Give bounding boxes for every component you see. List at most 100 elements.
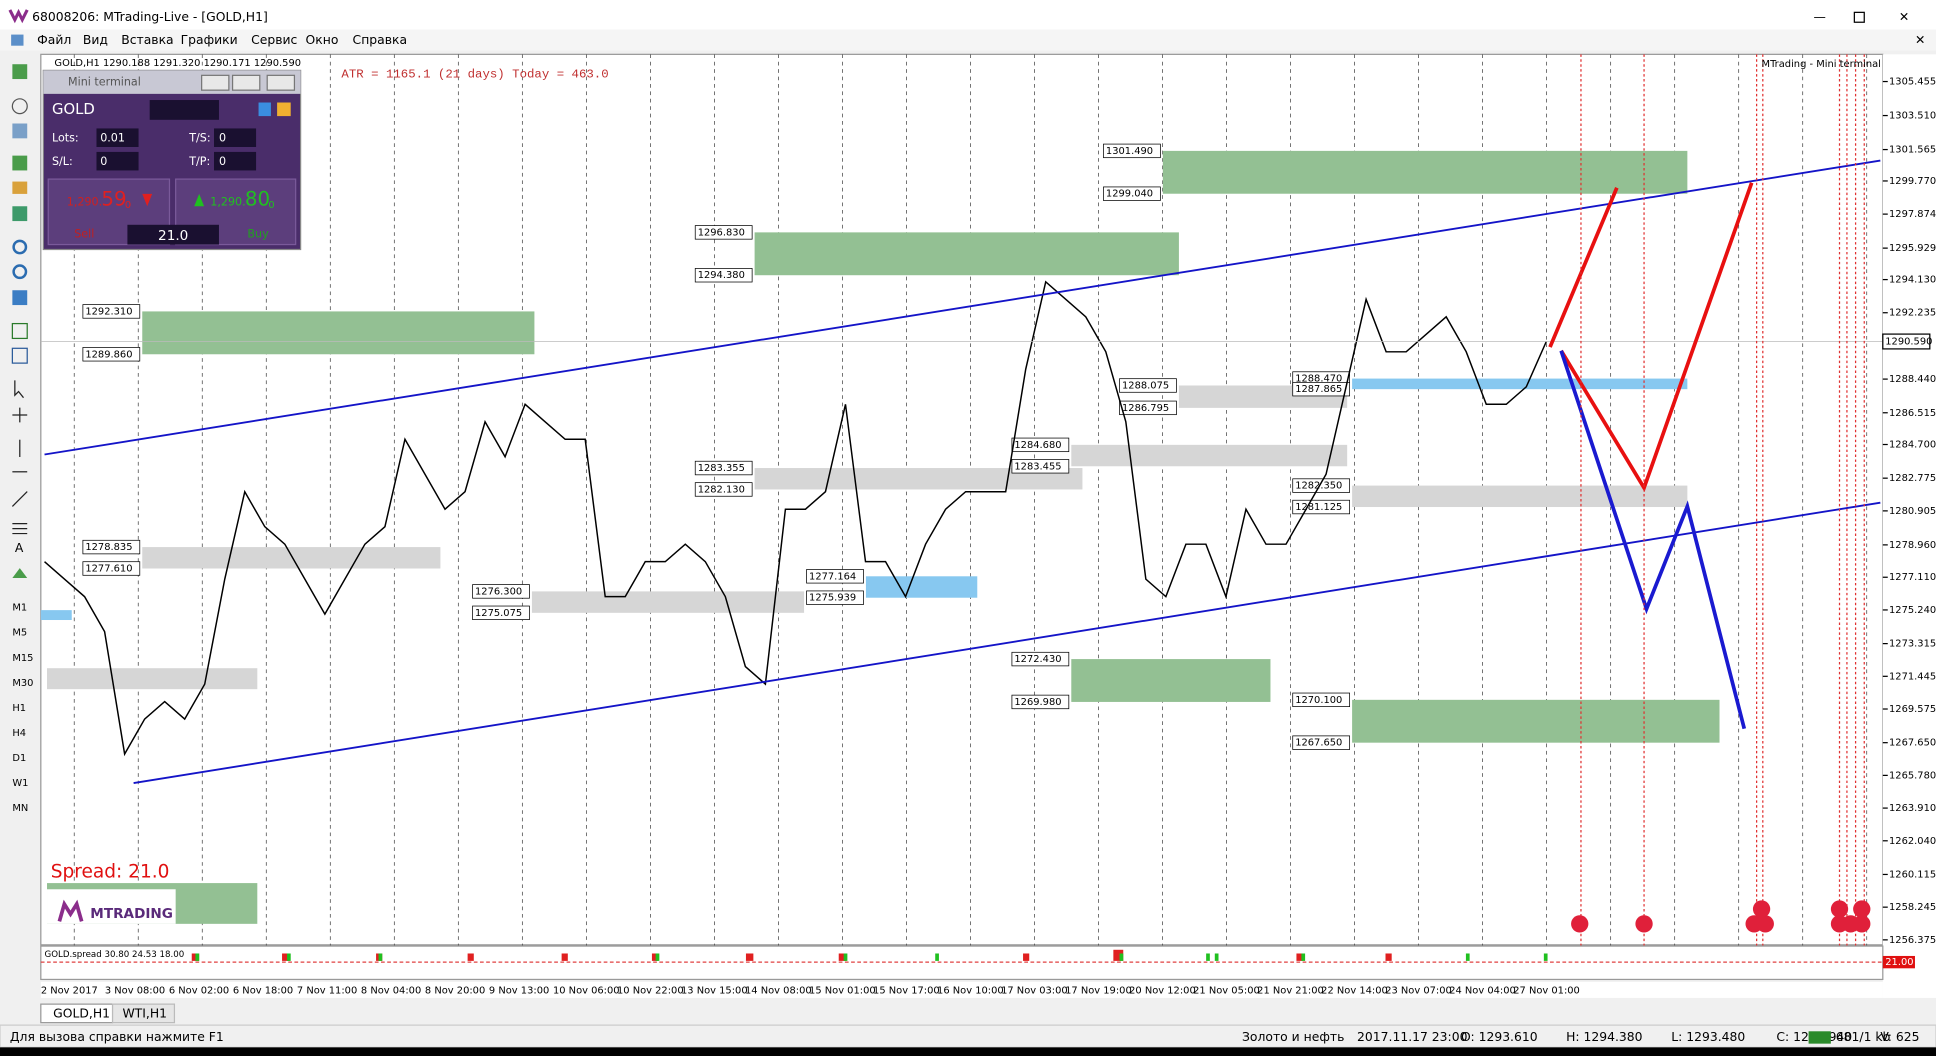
tool-icon[interactable] bbox=[12, 181, 28, 194]
settings-button[interactable] bbox=[277, 102, 291, 117]
time-label: 10 Nov 06:00 bbox=[553, 986, 620, 997]
input[interactable] bbox=[214, 128, 257, 147]
sub-bars bbox=[195, 953, 1548, 961]
tab-label[interactable]: WTI,H1 bbox=[122, 1007, 167, 1021]
tab-label[interactable]: GOLD,H1 bbox=[53, 1007, 110, 1021]
tool-icon[interactable] bbox=[14, 380, 24, 399]
sell-price: 1,290. bbox=[67, 196, 102, 209]
zone-label-box bbox=[1011, 459, 1070, 474]
tool-icon[interactable] bbox=[11, 347, 28, 364]
timeframe-button[interactable]: H4 bbox=[12, 728, 26, 739]
spread-text: Spread: 21.0 bbox=[51, 861, 170, 882]
tool-icon[interactable] bbox=[12, 264, 28, 280]
zone bbox=[47, 668, 258, 690]
panel-button[interactable] bbox=[266, 74, 296, 91]
close-button[interactable]: ✕ bbox=[1899, 10, 1909, 24]
tool-icon[interactable] bbox=[12, 123, 28, 139]
tool-icon[interactable] bbox=[11, 322, 28, 340]
panel-button[interactable] bbox=[201, 74, 230, 91]
zone-label-box bbox=[1103, 143, 1161, 159]
tool-icon[interactable] bbox=[12, 290, 28, 306]
window-title: 68008206: MTrading-Live - [GOLD,H1] bbox=[32, 10, 268, 24]
menu-item[interactable]: Графики bbox=[181, 33, 238, 47]
menu-item[interactable]: Сервис bbox=[251, 33, 297, 47]
zone-label: 1269.980 bbox=[1014, 697, 1061, 708]
zone bbox=[1071, 444, 1348, 467]
time-label: 17 Nov 03:00 bbox=[1001, 986, 1068, 997]
time-label: 13 Nov 15:00 bbox=[681, 986, 748, 997]
zone-label: 1270.100 bbox=[1295, 695, 1342, 706]
timeframe-button[interactable]: M30 bbox=[12, 678, 33, 689]
zones: 1292.310 1289.860 1296.830 1294.380 1301.490… bbox=[40, 143, 1720, 924]
tool-icon[interactable] bbox=[12, 155, 28, 171]
timeframe-bar: M1 M5 M15 M30 H1 H4 D1 W1 MN bbox=[12, 603, 33, 815]
status-text: O: 1293.610 bbox=[1461, 1030, 1538, 1044]
projection bbox=[1559, 350, 1747, 730]
timeframe-button[interactable]: D1 bbox=[12, 753, 26, 764]
zone-label: 1283.355 bbox=[698, 463, 745, 474]
status-text: H: 1294.380 bbox=[1566, 1030, 1643, 1044]
symbol-field[interactable] bbox=[149, 100, 219, 120]
tool-icon[interactable] bbox=[12, 523, 28, 535]
zone bbox=[1352, 378, 1688, 390]
zone-label: 1289.860 bbox=[85, 349, 132, 360]
spread-field bbox=[127, 224, 219, 245]
tool-icon[interactable] bbox=[12, 239, 28, 255]
price-label: 1269.575 bbox=[1889, 704, 1936, 715]
time-label: 3 Nov 08:00 bbox=[105, 986, 165, 997]
sub-value-box bbox=[1882, 955, 1915, 969]
tab-bar bbox=[0, 1000, 1936, 1024]
timeframe-button[interactable]: M5 bbox=[12, 628, 27, 639]
zone-label-box bbox=[82, 561, 141, 576]
logo-box bbox=[47, 889, 176, 924]
zone-label-box bbox=[806, 569, 864, 584]
zone-label: 1276.300 bbox=[475, 586, 522, 597]
timeframe-button[interactable]: W1 bbox=[12, 778, 28, 789]
zone bbox=[1352, 699, 1720, 743]
zone-label: 1283.455 bbox=[1014, 461, 1061, 472]
buy-price: 1,290. bbox=[210, 196, 245, 209]
zone-label: 1284.680 bbox=[1014, 440, 1061, 451]
settings-button[interactable] bbox=[258, 102, 271, 117]
zone bbox=[142, 547, 441, 569]
panel-button[interactable] bbox=[231, 74, 261, 91]
tool-icon[interactable] bbox=[12, 64, 28, 80]
zone-label-box bbox=[82, 347, 141, 362]
price-label: 1288.440 bbox=[1889, 374, 1936, 385]
input[interactable] bbox=[214, 151, 257, 171]
menu-item[interactable]: Вставка bbox=[121, 33, 173, 47]
tool-icon[interactable] bbox=[12, 407, 28, 423]
time-labels: 2 Nov 2017 3 Nov 08:00 6 Nov 02:00 6 Nov 18… bbox=[41, 986, 1580, 997]
toolbar bbox=[0, 51, 38, 1023]
zone-label-box bbox=[694, 482, 753, 497]
minimize-button[interactable]: — bbox=[1814, 10, 1826, 24]
trend-line bbox=[133, 501, 1881, 784]
drawings bbox=[44, 54, 1881, 980]
zone-label: 1294.380 bbox=[698, 270, 745, 281]
menu-item[interactable]: Справка bbox=[353, 33, 407, 47]
timeframe-button[interactable]: MN bbox=[12, 803, 28, 814]
menu-bar bbox=[0, 29, 1936, 51]
maximize-button[interactable] bbox=[1853, 11, 1865, 23]
doc-close[interactable]: ✕ bbox=[1915, 33, 1925, 47]
sell-label: Sell bbox=[74, 228, 94, 241]
tool-icon[interactable] bbox=[11, 491, 28, 507]
tool-icon[interactable] bbox=[12, 568, 28, 579]
tool-icon[interactable] bbox=[12, 206, 28, 222]
menu-item[interactable]: Окно bbox=[306, 33, 339, 47]
timeframe-button[interactable]: H1 bbox=[12, 703, 26, 714]
timeframe-button[interactable]: M1 bbox=[12, 603, 27, 614]
current-price-label: 1290.590 bbox=[1885, 337, 1932, 348]
input[interactable] bbox=[96, 128, 139, 147]
menu-item[interactable]: Файл bbox=[37, 33, 71, 47]
menu-item[interactable]: Вид bbox=[83, 33, 108, 47]
field-label: Lots: bbox=[52, 131, 79, 144]
tab[interactable] bbox=[111, 1003, 176, 1024]
tool-icon[interactable] bbox=[11, 98, 28, 115]
input[interactable] bbox=[96, 151, 139, 171]
zone-label-box bbox=[1119, 400, 1177, 416]
trend-line bbox=[44, 159, 1881, 456]
timeframe-button[interactable]: M15 bbox=[12, 653, 33, 664]
tool-icon[interactable]: A bbox=[15, 541, 24, 555]
